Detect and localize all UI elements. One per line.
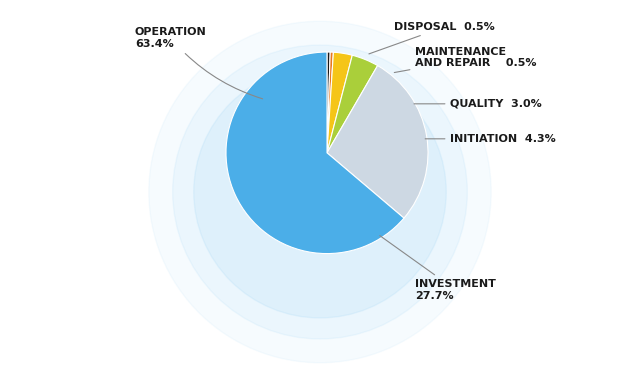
Wedge shape — [327, 52, 330, 153]
Wedge shape — [327, 52, 333, 153]
Text: INVESTMENT
27.7%: INVESTMENT 27.7% — [380, 236, 496, 301]
Text: INITIATION  4.3%: INITIATION 4.3% — [425, 134, 556, 144]
Text: QUALITY  3.0%: QUALITY 3.0% — [414, 99, 542, 109]
Wedge shape — [327, 52, 352, 153]
Text: MAINTENANCE
AND REPAIR    0.5%: MAINTENANCE AND REPAIR 0.5% — [394, 47, 537, 73]
Text: DISPOSAL  0.5%: DISPOSAL 0.5% — [369, 22, 495, 54]
Circle shape — [173, 45, 467, 339]
Circle shape — [149, 21, 491, 363]
Wedge shape — [327, 66, 428, 218]
Circle shape — [194, 66, 446, 318]
Wedge shape — [226, 52, 404, 253]
Wedge shape — [327, 55, 378, 153]
Text: OPERATION
63.4%: OPERATION 63.4% — [135, 27, 262, 99]
